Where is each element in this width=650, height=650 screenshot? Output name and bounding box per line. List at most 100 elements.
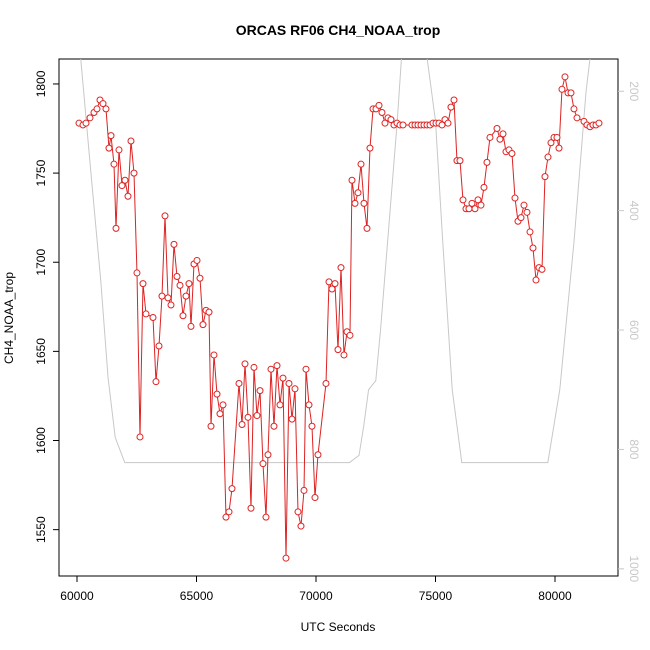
data-point: [308, 422, 316, 430]
data-point: [136, 433, 144, 441]
data-point: [366, 144, 374, 152]
data-point: [82, 119, 90, 127]
data-point: [360, 199, 368, 207]
data-point: [483, 158, 491, 166]
data-point: [282, 554, 290, 562]
data-point: [331, 280, 339, 288]
data-point: [375, 101, 383, 109]
data-point: [346, 331, 354, 339]
data-point: [468, 199, 476, 207]
data-point: [110, 160, 118, 168]
data-point: [322, 379, 330, 387]
data-point: [480, 183, 488, 191]
data-point: [381, 119, 389, 127]
data-point: [302, 365, 310, 373]
y-tick-label: 1600: [34, 427, 48, 454]
data-point: [456, 157, 464, 165]
data-point: [325, 278, 333, 286]
y2-tick-label: 1000: [627, 555, 641, 582]
data-point: [112, 224, 120, 232]
data-point: [297, 522, 305, 530]
data-point: [225, 508, 233, 516]
data-point: [570, 105, 578, 113]
data-point: [216, 410, 224, 418]
x-tick-label: 65000: [180, 589, 214, 603]
data-point: [250, 363, 258, 371]
x-tick-label: 60000: [60, 589, 94, 603]
data-point: [450, 96, 458, 104]
data-point: [152, 378, 160, 386]
data-point: [244, 413, 252, 421]
y2-tick-label: 800: [627, 439, 641, 459]
data-point: [288, 415, 296, 423]
data-point: [447, 103, 455, 111]
data-point: [173, 272, 181, 280]
data-point: [348, 176, 356, 184]
data-point: [334, 346, 342, 354]
data-point: [213, 390, 221, 398]
data-point: [161, 212, 169, 220]
data-point: [328, 285, 336, 293]
y2-tick-label: 600: [627, 320, 641, 340]
data-point: [444, 119, 452, 127]
data-point: [228, 485, 236, 493]
data-point: [199, 321, 207, 329]
data-point: [262, 513, 270, 521]
data-point: [235, 379, 243, 387]
data-point: [526, 228, 534, 236]
data-point: [164, 294, 172, 302]
data-point: [219, 401, 227, 409]
data-point: [193, 256, 201, 264]
data-point: [399, 121, 407, 129]
data-point: [493, 125, 501, 133]
data-point: [247, 504, 255, 512]
data-point: [179, 312, 187, 320]
data-point: [300, 486, 308, 494]
data-point: [167, 301, 175, 309]
data-point: [264, 451, 272, 459]
data-point: [93, 105, 101, 113]
data-point: [238, 420, 246, 428]
data-point: [314, 451, 322, 459]
series-line: [80, 59, 591, 464]
data-point: [142, 310, 150, 318]
data-point: [256, 387, 264, 395]
data-point: [561, 73, 569, 81]
data-point: [155, 342, 163, 350]
data-point: [158, 292, 166, 300]
data-point: [107, 132, 115, 140]
data-point: [459, 196, 467, 204]
data-point: [337, 264, 345, 272]
data-point: [118, 182, 126, 190]
data-point: [387, 116, 395, 124]
data-point: [99, 100, 107, 108]
data-point: [210, 351, 218, 359]
data-point: [471, 205, 479, 213]
data-point: [279, 374, 287, 382]
y-tick-label: 1650: [34, 338, 48, 365]
y2-tick-label: 200: [627, 81, 641, 101]
x-tick-label: 75000: [419, 589, 453, 603]
x-tick-label: 80000: [538, 589, 572, 603]
data-point: [130, 169, 138, 177]
data-point: [187, 322, 195, 330]
data-point: [354, 189, 362, 197]
data-point: [553, 133, 561, 141]
data-point: [558, 85, 566, 93]
data-point: [102, 105, 110, 113]
data-point: [555, 144, 563, 152]
data-point: [139, 280, 147, 288]
data-point: [185, 280, 193, 288]
data-point: [496, 135, 504, 143]
y-tick-label: 1550: [34, 516, 48, 543]
data-point: [124, 192, 132, 200]
data-point: [267, 365, 275, 373]
data-point: [285, 379, 293, 387]
data-point: [544, 153, 552, 161]
plot-area: [75, 59, 603, 562]
data-point: [499, 130, 507, 138]
data-point: [523, 208, 531, 216]
y-tick-label: 1700: [34, 249, 48, 276]
data-point: [294, 508, 302, 516]
